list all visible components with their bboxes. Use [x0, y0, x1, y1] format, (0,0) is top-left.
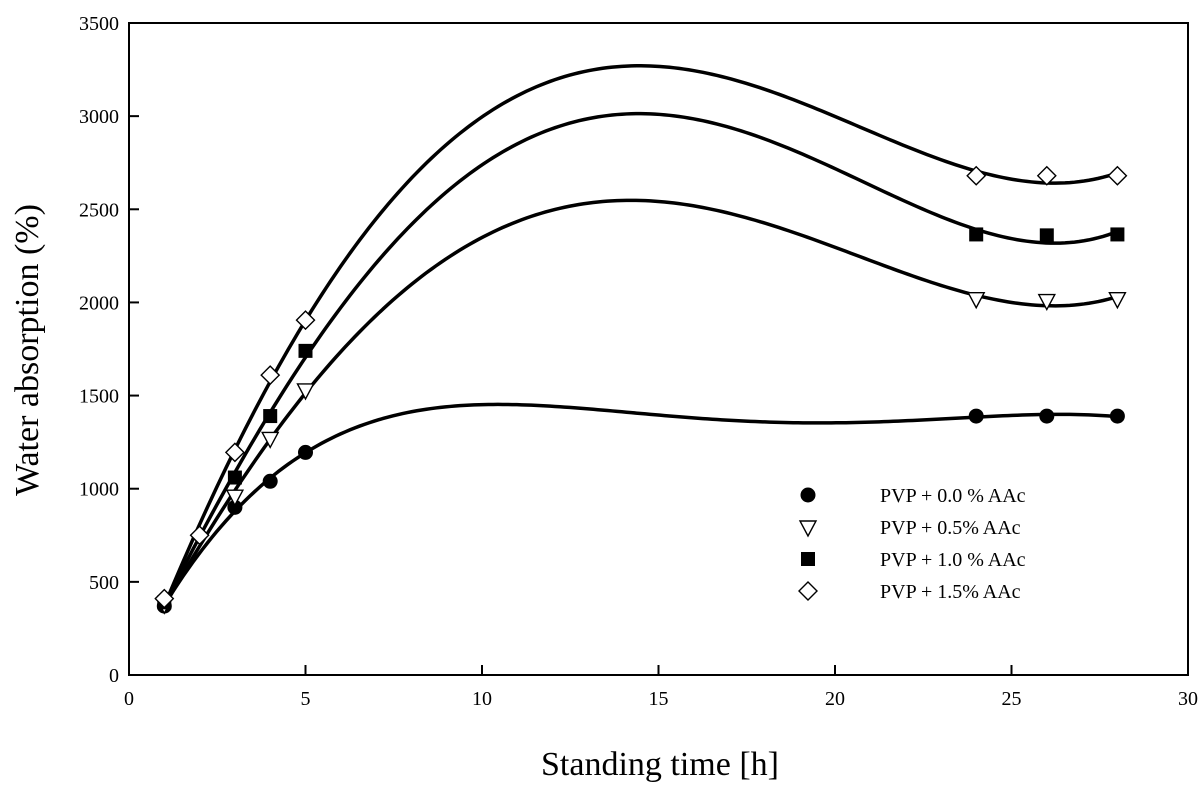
y-tick-label: 1000: [79, 479, 119, 501]
legend-marker-4: [799, 582, 817, 600]
data-point-series-1: [1110, 409, 1124, 423]
x-axis-title: Standing time [h]: [541, 746, 779, 783]
y-tick-label: 1500: [79, 386, 119, 408]
data-point-series-3: [1110, 227, 1124, 241]
legend-marker-2: [800, 521, 816, 536]
y-axis-title: Water absorption (%): [9, 204, 46, 496]
data-point-series-2: [1109, 293, 1125, 308]
x-tick-label: 20: [825, 688, 845, 710]
y-tick-label: 2000: [79, 292, 119, 314]
data-point-series-4: [297, 311, 315, 329]
data-point-series-3: [299, 344, 313, 358]
data-point-series-3: [1040, 228, 1054, 242]
data-point-series-1: [299, 445, 313, 459]
data-point-series-3: [263, 409, 277, 423]
y-tick-label: 2500: [79, 199, 119, 221]
fit-curve: [164, 200, 1117, 606]
data-point-series-1: [263, 474, 277, 488]
x-tick-label: 25: [1002, 688, 1022, 710]
x-tick-label: 15: [649, 688, 669, 710]
legend-marker-1: [801, 488, 815, 502]
data-point-series-1: [969, 409, 983, 423]
y-tick-label: 500: [89, 572, 119, 594]
legend: PVP + 0.0 % AAc PVP + 0.5% AAc PVP + 1.0 %…: [799, 485, 1026, 603]
x-tick-label: 0: [124, 688, 134, 710]
x-tick-label: 5: [301, 688, 311, 710]
x-tick-label: 30: [1178, 688, 1198, 710]
legend-label-4: PVP + 1.5% AAc: [880, 581, 1021, 603]
axes: 0 5 10 15 20 25 30 0 500 1000 1500 2000 2500 3000 3500: [79, 13, 1198, 710]
data-point-series-3: [969, 227, 983, 241]
legend-marker-3: [801, 552, 815, 566]
legend-label-1: PVP + 0.0 % AAc: [880, 485, 1026, 507]
x-tick-label: 10: [472, 688, 492, 710]
legend-label-3: PVP + 1.0 % AAc: [880, 549, 1026, 571]
y-tick-label: 0: [109, 665, 119, 687]
data-point-series-1: [1040, 409, 1054, 423]
data-point-series-2: [968, 293, 984, 308]
y-tick-label: 3500: [79, 13, 119, 35]
data-point-series-2: [298, 384, 314, 399]
data-point-series-3: [228, 471, 242, 485]
data-point-series-4: [1108, 167, 1126, 185]
legend-label-2: PVP + 0.5% AAc: [880, 517, 1021, 539]
y-tick-label: 3000: [79, 106, 119, 128]
data-markers: [155, 167, 1126, 613]
